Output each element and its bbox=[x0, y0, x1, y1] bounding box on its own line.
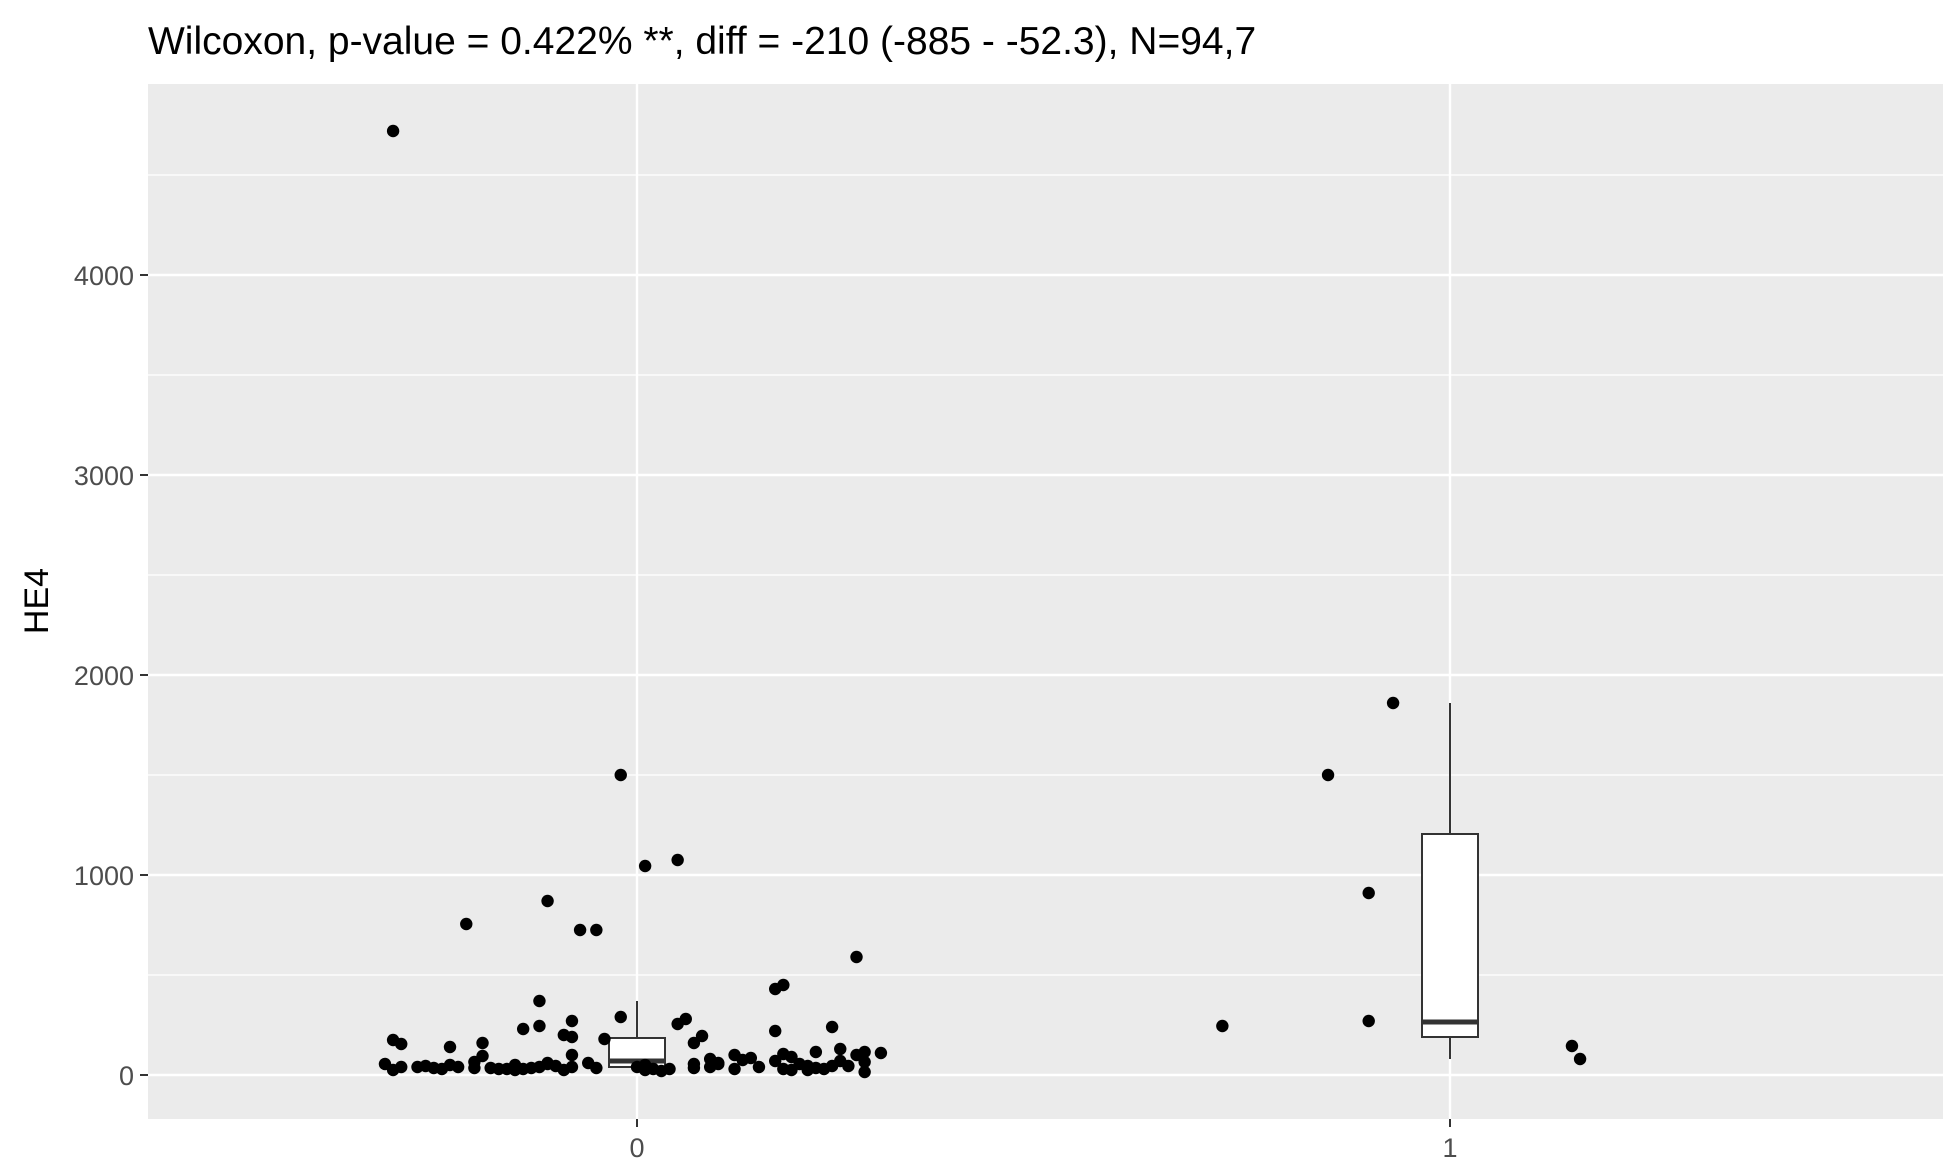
data-point bbox=[1216, 1019, 1229, 1033]
y-axis-title: HE4 bbox=[18, 568, 56, 634]
data-point bbox=[801, 1063, 814, 1077]
boxplot-1 bbox=[1421, 703, 1479, 1059]
data-point bbox=[460, 917, 473, 931]
data-point bbox=[809, 1045, 823, 1059]
chart-title: Wilcoxon, p-value = 0.422% **, diff = -2… bbox=[148, 20, 1256, 63]
data-point bbox=[695, 1029, 709, 1043]
y-tick-label: 1000 bbox=[74, 861, 134, 891]
data-point bbox=[769, 982, 782, 996]
data-point bbox=[582, 1056, 595, 1070]
data-point bbox=[850, 1048, 863, 1062]
data-point bbox=[451, 1060, 465, 1074]
data-point bbox=[1573, 1052, 1587, 1066]
data-point bbox=[817, 1062, 831, 1076]
grid-layer bbox=[148, 84, 1943, 1119]
y-tick-label: 4000 bbox=[74, 261, 134, 291]
data-point bbox=[638, 1058, 652, 1072]
data-point bbox=[769, 1054, 782, 1068]
data-point bbox=[858, 1055, 871, 1069]
data-point bbox=[533, 994, 546, 1008]
data-point bbox=[533, 1019, 546, 1033]
data-point bbox=[1362, 1014, 1375, 1028]
data-point bbox=[395, 1037, 408, 1051]
data-point bbox=[492, 1062, 505, 1076]
data-point bbox=[386, 1063, 400, 1077]
data-point bbox=[476, 1036, 489, 1050]
data-point bbox=[565, 1014, 579, 1028]
data-point bbox=[785, 1050, 798, 1064]
x-tick-label: 0 bbox=[629, 1133, 644, 1163]
data-point bbox=[687, 1036, 701, 1050]
data-point bbox=[752, 1060, 766, 1074]
data-point bbox=[443, 1040, 457, 1054]
data-point bbox=[386, 124, 400, 138]
data-point bbox=[614, 1010, 627, 1024]
plot-panel bbox=[148, 84, 1943, 1119]
data-point bbox=[638, 859, 652, 873]
data-point bbox=[419, 1059, 432, 1073]
data-point bbox=[533, 1060, 546, 1074]
boxplot-layer bbox=[608, 703, 1479, 1071]
data-point bbox=[598, 1032, 611, 1046]
data-point bbox=[590, 923, 603, 937]
data-point bbox=[573, 923, 587, 937]
data-point bbox=[785, 1063, 798, 1077]
data-point bbox=[850, 950, 863, 964]
data-point bbox=[825, 1020, 839, 1034]
data-point bbox=[858, 1065, 871, 1079]
data-point bbox=[834, 1042, 847, 1056]
data-point bbox=[565, 1048, 579, 1062]
data-point bbox=[1565, 1039, 1579, 1053]
y-tick-label: 2000 bbox=[74, 661, 134, 691]
data-point bbox=[1362, 886, 1375, 900]
data-point bbox=[663, 1062, 676, 1076]
data-point bbox=[557, 1063, 571, 1077]
point-layer bbox=[378, 124, 1587, 1079]
data-point bbox=[769, 1024, 782, 1038]
data-point bbox=[842, 1059, 855, 1073]
data-point bbox=[736, 1053, 749, 1067]
y-tick-label: 0 bbox=[119, 1061, 134, 1091]
data-point bbox=[516, 1022, 530, 1036]
data-point bbox=[435, 1062, 449, 1076]
y-tick-label: 3000 bbox=[74, 461, 134, 491]
data-point bbox=[728, 1062, 741, 1076]
data-point bbox=[671, 853, 684, 867]
data-point bbox=[541, 894, 554, 908]
data-point bbox=[671, 1017, 684, 1031]
data-point bbox=[516, 1062, 530, 1076]
axis-layer: 0 1000 2000 3000 4000 0 1 bbox=[74, 261, 1458, 1163]
data-point bbox=[712, 1057, 725, 1071]
data-point bbox=[468, 1061, 481, 1075]
data-point bbox=[1386, 696, 1400, 710]
data-point bbox=[614, 768, 627, 782]
x-tick-label: 1 bbox=[1442, 1133, 1457, 1163]
data-point bbox=[874, 1046, 888, 1060]
data-point bbox=[687, 1061, 701, 1075]
data-point bbox=[565, 1030, 579, 1044]
box-iqr bbox=[1421, 833, 1479, 1038]
data-point bbox=[1321, 768, 1335, 782]
